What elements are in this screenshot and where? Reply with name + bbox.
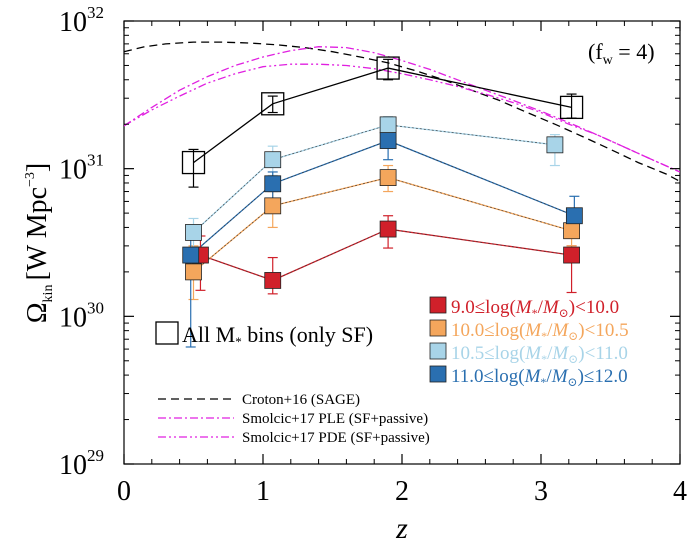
x-tick-label: 1: [256, 476, 270, 507]
y-tick-label: 1030: [59, 298, 104, 333]
legend-label-mass-bin: 10.0≤log(M*/M⊙)<10.5: [451, 320, 629, 343]
model-curve: [124, 41, 680, 182]
y-tick-label: 1029: [59, 446, 104, 481]
legend-label-model: Croton+16 (SAGE): [242, 392, 360, 408]
series-line-overlay: [193, 124, 555, 233]
legend-label-model: Smolcic+17 PLE (SF+passive): [242, 411, 428, 427]
series-line-overlay: [190, 140, 575, 256]
data-point-marker: [261, 92, 285, 116]
legend-marker-mass-bin: [429, 365, 447, 383]
legend-label-mass-bin: 10.5≤log(M*/M⊙)<11.0: [451, 343, 628, 366]
data-point-marker: [264, 197, 282, 215]
series-line: [190, 139, 575, 256]
y-tick-label: 1031: [59, 151, 104, 186]
data-point-marker: [565, 207, 583, 225]
series-line: [193, 67, 572, 164]
x-tick-label: 0: [117, 476, 131, 507]
data-point-marker: [376, 56, 400, 80]
data-point-marker: [181, 150, 206, 175]
data-point-marker: [185, 263, 202, 281]
data-point-marker: [379, 116, 397, 134]
legend-label-mass-bin: 11.0≤log(M*/M⊙)≤12.0: [451, 366, 628, 389]
x-tick-label: 2: [395, 476, 409, 507]
plot-frame: [123, 20, 681, 465]
legend-label-model: Smolcic+17 PDE (SF+passive): [242, 430, 430, 446]
x-axis-label: z: [395, 512, 408, 542]
data-point-marker: [264, 272, 282, 289]
x-tick-label: 3: [534, 476, 548, 507]
data-point-marker: [563, 222, 580, 240]
legend-label-all-bins: All M* bins (only SF): [182, 322, 373, 349]
data-point-marker: [546, 136, 564, 154]
legend-label-mass-bin: 9.0≤log(M*/M⊙)<10.0: [451, 297, 619, 320]
y-tick-label: 1032: [59, 3, 104, 38]
data-point-marker: [379, 132, 397, 149]
svg-text:Ωkin[W Mpc−3]: Ωkin[W Mpc−3]: [22, 163, 56, 324]
x-tick-label: 4: [673, 476, 687, 507]
series-line: [193, 124, 555, 233]
legend-marker-mass-bin: [429, 342, 447, 360]
data-point-marker: [563, 246, 580, 264]
series-line-overlay: [193, 177, 572, 273]
model-curve: [124, 46, 680, 173]
data-point-marker: [264, 151, 282, 169]
data-point-marker: [264, 175, 282, 193]
legend-marker-mass-bin: [429, 319, 447, 337]
data-point-marker: [559, 95, 584, 120]
y-axis-label: Ωkin[W Mpc−3]: [22, 163, 56, 324]
legend-marker-mass-bin: [429, 296, 447, 314]
fw-annotation: (fw = 4): [588, 39, 655, 68]
series-line: [200, 228, 572, 282]
model-curve: [124, 63, 680, 173]
data-point-marker: [182, 246, 200, 264]
data-point-marker: [379, 220, 397, 238]
data-point-marker: [379, 169, 397, 186]
data-point-marker: [185, 224, 202, 241]
legend-marker-all-bins: [155, 321, 179, 345]
